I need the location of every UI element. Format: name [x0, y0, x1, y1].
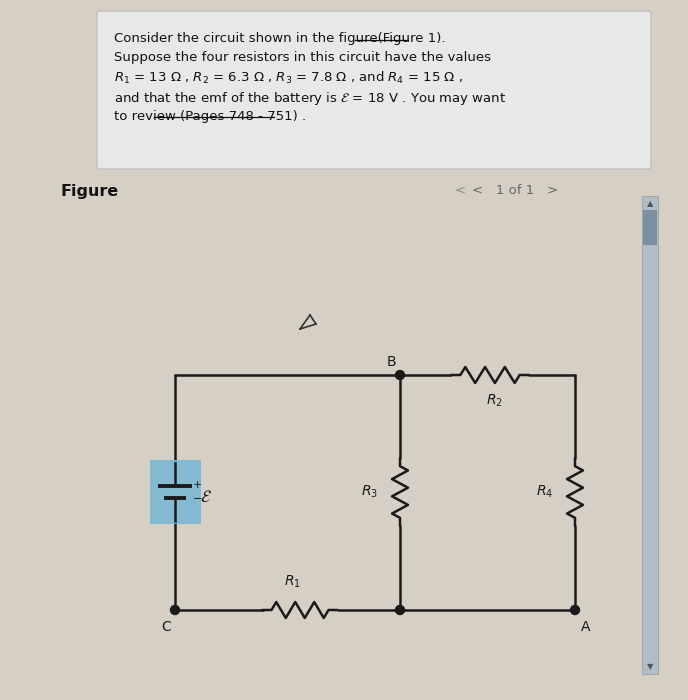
Circle shape: [396, 370, 405, 379]
Text: $R_3$: $R_3$: [361, 484, 378, 500]
Text: B: B: [387, 355, 396, 369]
Text: C: C: [161, 620, 171, 634]
Text: A: A: [581, 620, 590, 634]
Text: ▼: ▼: [647, 662, 653, 671]
Text: $\mathcal{E}$: $\mathcal{E}$: [200, 488, 212, 506]
Bar: [642, 196, 658, 674]
Text: <   1 of 1   >: < 1 of 1 >: [472, 184, 558, 197]
Text: Consider the circuit shown in the figure(Figure 1).: Consider the circuit shown in the figure…: [114, 32, 446, 45]
Text: <: <: [455, 184, 466, 197]
Text: and that the emf of the battery is $\mathcal{E}$ = 18 V . You may want: and that the emf of the battery is $\mat…: [114, 90, 506, 107]
Bar: [149, 460, 200, 524]
Circle shape: [171, 606, 180, 615]
Text: −: −: [193, 494, 202, 504]
Bar: [643, 210, 657, 245]
Text: to review (Pages 748 - 751) .: to review (Pages 748 - 751) .: [114, 110, 306, 123]
Circle shape: [396, 606, 405, 615]
Text: Figure: Figure: [60, 184, 118, 199]
FancyBboxPatch shape: [97, 11, 651, 169]
Text: $R_4$: $R_4$: [536, 484, 553, 500]
Text: ▲: ▲: [647, 199, 653, 208]
Circle shape: [570, 606, 579, 615]
Text: Suppose the four resistors in this circuit have the values: Suppose the four resistors in this circu…: [114, 51, 491, 64]
Text: $R_1$: $R_1$: [283, 573, 301, 590]
Text: +: +: [193, 480, 202, 490]
Text: $R_1$ = 13 $\Omega$ , $R_2$ = 6.3 $\Omega$ , $R_3$ = 7.8 $\Omega$ , and $R_4$ = : $R_1$ = 13 $\Omega$ , $R_2$ = 6.3 $\Omeg…: [114, 70, 463, 86]
Text: $R_2$: $R_2$: [486, 393, 502, 410]
